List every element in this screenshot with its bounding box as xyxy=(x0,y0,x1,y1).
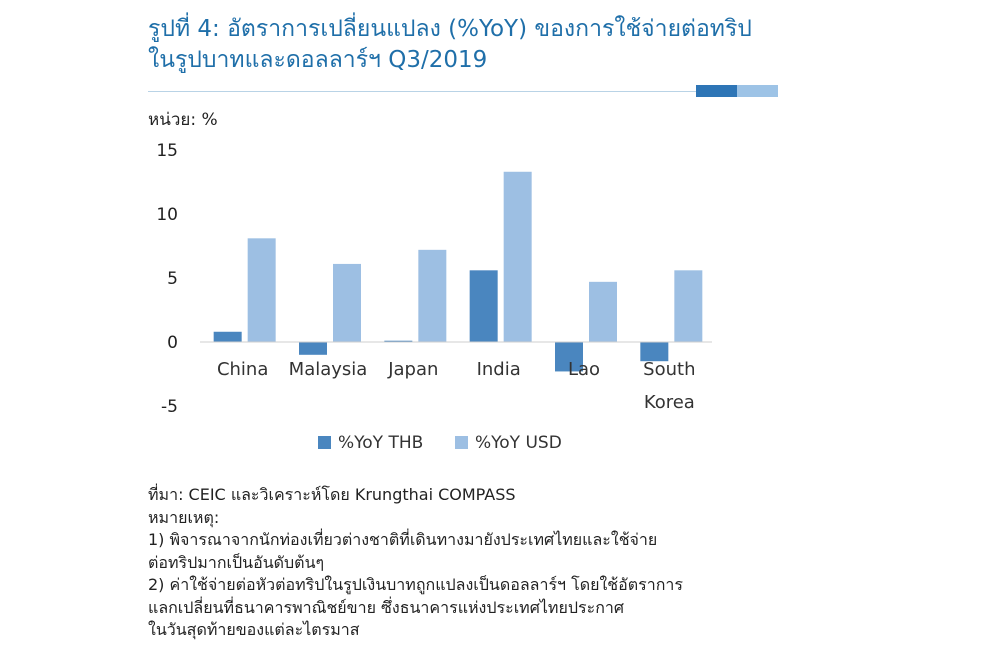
usd-bar-india xyxy=(503,171,532,342)
legend-swatch xyxy=(455,436,468,449)
x-tick-label: Korea xyxy=(644,392,695,413)
usd-bar-china xyxy=(247,238,276,342)
chart-title: รูปที่ 4: อัตราการเปลี่ยนแปลง (%YoY) ของ… xyxy=(148,14,788,76)
notes-block: ที่มา: CEIC และวิเคราะห์โดย Krungthai CO… xyxy=(148,484,788,642)
usd-bar-south-korea xyxy=(674,270,703,342)
x-tick-label: India xyxy=(477,359,521,380)
note-line: 2) ค่าใช้จ่ายต่อหัวต่อทริปในรูปเงินบาทถู… xyxy=(148,575,683,594)
x-tick-label: Japan xyxy=(387,359,438,380)
note-line: ในวันสุดท้ายของแต่ละไตรมาส xyxy=(148,620,360,639)
title-accent-light xyxy=(737,85,778,97)
x-tick-label: South xyxy=(643,359,695,380)
thb-bar-south-korea xyxy=(640,342,669,362)
notes-heading: หมายเหตุ: xyxy=(148,507,220,527)
x-tick-label: China xyxy=(217,359,268,380)
thb-bar-japan xyxy=(384,340,413,342)
y-tick-label: 10 xyxy=(156,205,178,225)
y-tick-label: 15 xyxy=(156,141,178,161)
legend-label: %YoY THB xyxy=(338,433,423,453)
y-tick-label: 0 xyxy=(167,333,178,353)
note-line: 1) พิจารณาจากนักท่องเที่ยวต่างชาติที่เดิ… xyxy=(148,530,658,549)
thb-bar-india xyxy=(469,270,498,342)
usd-bar-japan xyxy=(418,249,447,342)
unit-label: หน่วย: % xyxy=(148,110,218,130)
thb-bar-malaysia xyxy=(299,342,327,355)
thb-bar-china xyxy=(213,331,242,342)
note-line: ต่อทริปมากเป็นอันดับต้นๆ xyxy=(148,552,325,572)
usd-bar-malaysia xyxy=(333,263,361,342)
chart-title-line2: ในรูปบาทและดอลลาร์ฯ Q3/2019 xyxy=(148,47,488,73)
title-divider xyxy=(148,91,696,92)
y-tick-label: 5 xyxy=(167,269,178,289)
x-tick-label: Lao xyxy=(568,359,600,380)
title-accent-dark xyxy=(696,85,737,97)
chart-title-line1: รูปที่ 4: อัตราการเปลี่ยนแปลง (%YoY) ของ… xyxy=(148,16,752,42)
bar-chart: -5 0 5 10 15 China Malaysia Japan India Lao South K… xyxy=(156,141,712,453)
source-note: ที่มา: CEIC และวิเคราะห์โดย Krungthai CO… xyxy=(148,485,516,504)
y-tick-label: -5 xyxy=(161,397,178,417)
legend-swatch xyxy=(318,436,331,449)
note-line: แลกเปลี่ยนที่ธนาคารพาณิชย์ขาย ซึ่งธนาคาร… xyxy=(148,597,625,617)
thb-bar-lao xyxy=(555,342,583,372)
usd-bar-lao xyxy=(589,281,617,342)
x-tick-label: Malaysia xyxy=(289,359,368,380)
legend-label: %YoY USD xyxy=(475,433,562,453)
